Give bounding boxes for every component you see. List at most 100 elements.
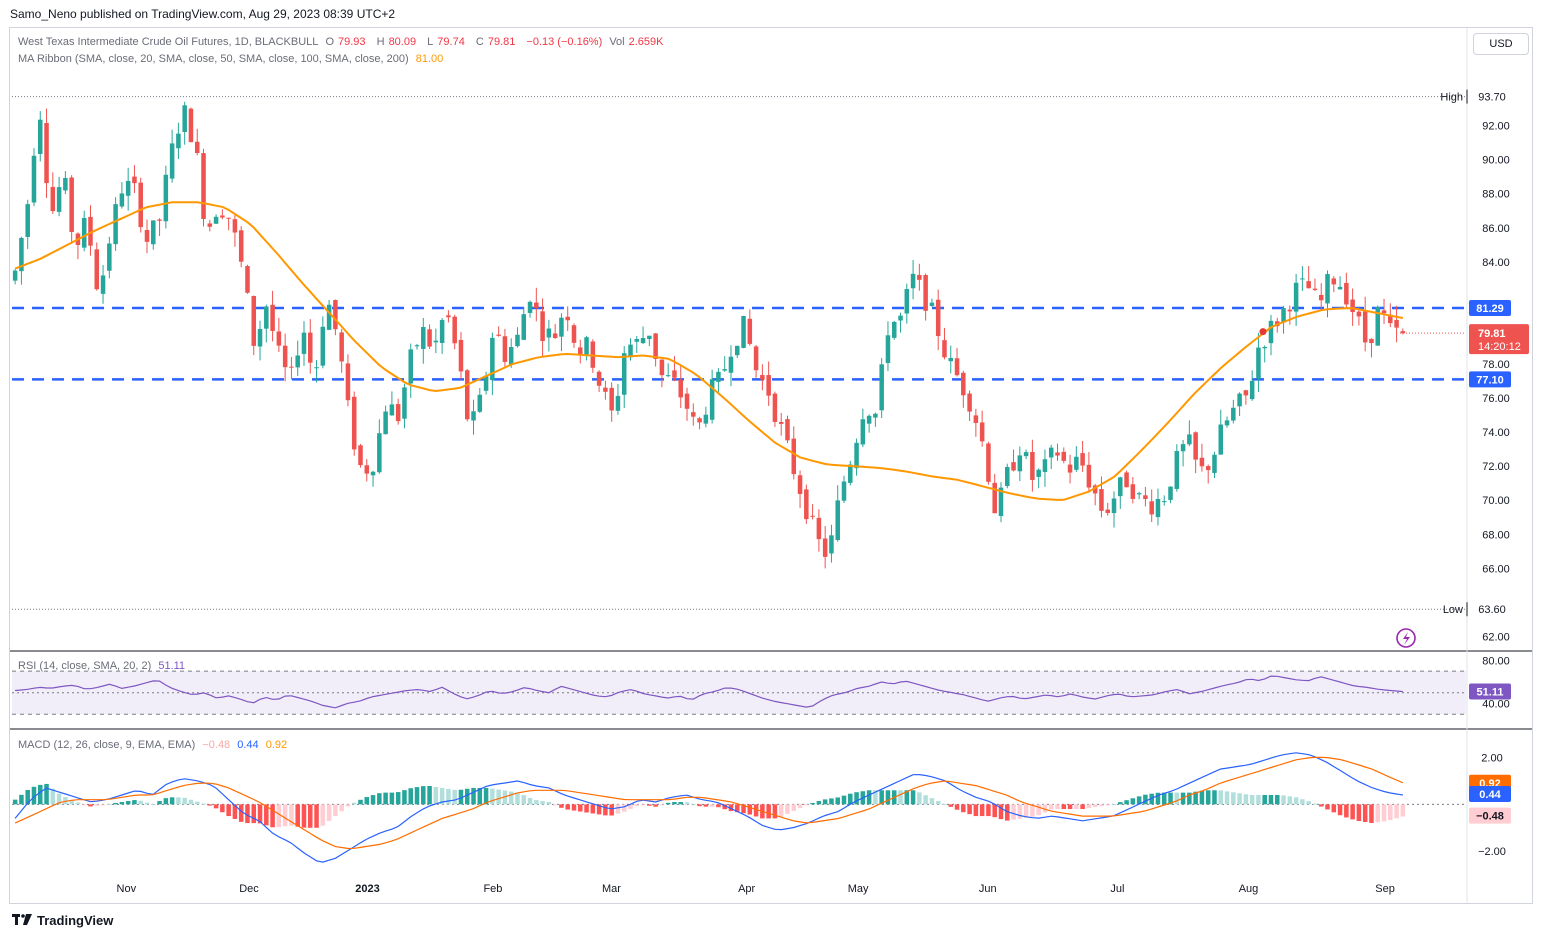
candle-body <box>1099 489 1104 511</box>
candle-body <box>653 333 658 359</box>
macd-hist-bar <box>182 797 187 805</box>
candle-body <box>1281 308 1286 323</box>
candle <box>873 412 878 427</box>
price-tick-label: 92.00 <box>1482 121 1510 133</box>
macd-hist-bar <box>257 804 263 824</box>
candle-body <box>1306 281 1311 289</box>
candle <box>747 309 753 346</box>
low-tag-value: 63.60 <box>1478 604 1506 616</box>
macd-hist-bar <box>251 804 257 824</box>
candle <box>508 338 514 368</box>
moving-average <box>14 201 1404 501</box>
rsi-tick-label: 80.00 <box>1482 655 1510 667</box>
candle <box>213 214 219 224</box>
candle-body <box>810 515 815 517</box>
macd-hist-bar <box>1344 804 1349 818</box>
candle <box>270 290 275 342</box>
macd-legend[interactable]: MACD (12, 26, close, 9, EMA, EMA) −0.48 … <box>18 739 291 751</box>
candle-body <box>207 223 213 227</box>
candle <box>1011 449 1016 472</box>
macd-hist-bar <box>408 788 413 805</box>
candle-body <box>1256 347 1261 379</box>
candle-body <box>490 337 495 381</box>
candle-body <box>1218 424 1224 455</box>
macd-hist-bar <box>496 789 501 805</box>
candle <box>364 459 370 482</box>
candle <box>458 331 464 380</box>
candle-body <box>1212 454 1217 473</box>
macd-hist-bar <box>1086 804 1092 809</box>
candle-body <box>370 471 376 476</box>
candle <box>521 307 527 340</box>
macd-hist-bar <box>1155 792 1161 805</box>
macd-hist-bar <box>1243 794 1249 805</box>
countdown-text: 14:20:12 <box>1478 341 1521 353</box>
macd-hist-bar <box>1362 804 1368 822</box>
candle <box>709 369 715 424</box>
candle <box>1306 266 1311 289</box>
candle <box>810 504 815 520</box>
price-tick-label: 68.00 <box>1482 529 1510 541</box>
macd-hist-bar <box>772 804 778 819</box>
candle-body <box>1243 390 1249 396</box>
tradingview-logo[interactable]: TradingView <box>12 913 113 928</box>
candle <box>81 210 87 252</box>
rsi-tick-label: 40.00 <box>1482 698 1510 710</box>
candle <box>672 356 677 382</box>
macd-hist-bar <box>19 794 24 805</box>
candle <box>1005 463 1010 489</box>
currency-button[interactable]: USD <box>1473 33 1529 55</box>
candle <box>1199 443 1205 472</box>
macd-hist-bar <box>100 804 106 806</box>
macd-hist-bar <box>1369 804 1374 823</box>
macd-hist-bar <box>138 800 143 805</box>
candle-body <box>816 517 822 540</box>
candle <box>289 356 294 380</box>
candle-body <box>100 275 106 294</box>
candle-body <box>854 442 859 469</box>
candle <box>201 148 206 227</box>
candle <box>653 332 658 367</box>
ohlc-legend[interactable]: West Texas Intermediate Crude Oil Future… <box>18 36 672 48</box>
candle <box>1237 392 1242 416</box>
candle <box>301 321 307 366</box>
candle <box>1249 370 1255 401</box>
macd-hist-bar <box>414 787 420 805</box>
ma-ribbon-legend[interactable]: MA Ribbon (SMA, close, 20, SMA, close, 5… <box>18 53 447 65</box>
macd-hist-bar <box>590 804 596 814</box>
macd-hist-bar <box>684 802 690 805</box>
macd-hist-bar <box>854 792 859 805</box>
candle <box>910 259 916 300</box>
candle-body <box>1268 320 1274 344</box>
candle <box>841 475 847 503</box>
candle-body <box>954 358 960 376</box>
rsi-legend[interactable]: RSI (14, close, SMA, 20, 2) 51.11 <box>18 660 189 672</box>
candle-body <box>621 353 627 395</box>
candle-body <box>125 180 131 196</box>
candle-body <box>1136 493 1142 495</box>
candle-body <box>747 318 753 344</box>
last-price-bg <box>1469 324 1529 355</box>
candle-body <box>866 415 872 424</box>
candle-body <box>69 177 74 233</box>
candle-body <box>665 375 671 377</box>
macd-hist-bar <box>596 804 602 815</box>
candle-body <box>169 143 175 179</box>
candle-body <box>282 345 288 368</box>
macd-hist-bar <box>1381 804 1387 822</box>
macd-hist-bar <box>1212 790 1217 805</box>
candle <box>917 263 922 291</box>
candle <box>986 441 991 485</box>
candle-body <box>508 347 514 365</box>
candle-body <box>741 315 746 348</box>
macd-hist-bar <box>540 801 545 805</box>
price-tick-label: 62.00 <box>1482 631 1510 643</box>
macd-hist-bar <box>37 784 43 805</box>
macd-hist-bar <box>534 800 539 805</box>
macd-hist-bar <box>69 799 74 805</box>
change-value: −0.13 (−0.16%) <box>526 36 603 48</box>
candle <box>1212 451 1217 479</box>
candle-body <box>1017 455 1023 472</box>
macd-hist-bar <box>125 801 131 805</box>
